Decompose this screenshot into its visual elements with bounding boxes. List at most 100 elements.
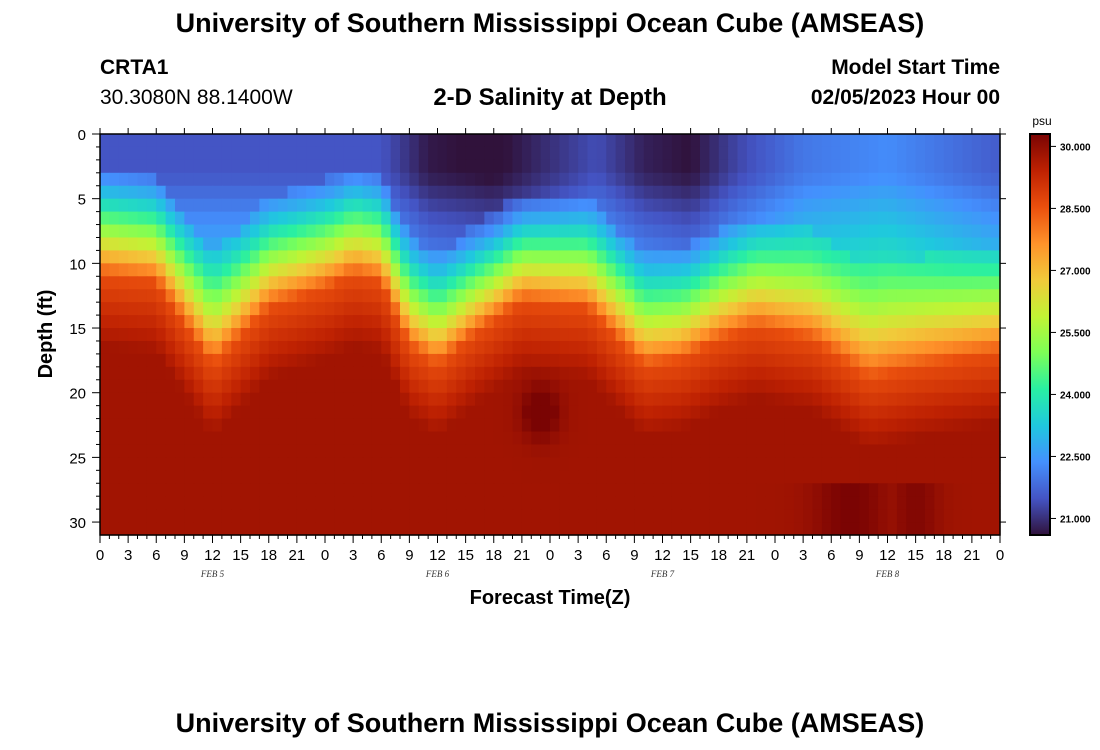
heatmap-cell (531, 198, 542, 213)
heatmap-cell (953, 315, 964, 329)
heatmap-cell (493, 431, 504, 446)
heatmap-cell (390, 315, 401, 329)
heatmap-cell (259, 146, 270, 161)
heatmap-cell (906, 328, 917, 342)
heatmap-cell (193, 211, 204, 226)
heatmap-cell (381, 237, 392, 252)
heatmap-cell (221, 431, 232, 446)
heatmap-cell (550, 522, 560, 536)
heatmap-cell (465, 509, 476, 523)
heatmap-cell (606, 250, 617, 264)
heatmap-cell (953, 224, 964, 239)
heatmap-cell (850, 289, 860, 303)
heatmap-cell (128, 146, 139, 161)
heatmap-cell (512, 418, 523, 433)
heatmap-cell (850, 509, 860, 523)
heatmap-cell (643, 340, 654, 355)
heatmap-cell (831, 198, 842, 213)
heatmap-cell (915, 302, 926, 316)
heatmap-cell (203, 522, 214, 536)
heatmap-cell (578, 159, 589, 174)
colorbar-tick-label: 22.500 (1060, 452, 1091, 463)
heatmap-cell (146, 237, 157, 252)
heatmap-cell (850, 483, 860, 497)
heatmap-cell (334, 134, 345, 148)
heatmap-cell (578, 276, 589, 290)
heatmap-cell (934, 250, 945, 264)
heatmap-cell (718, 250, 729, 264)
heatmap-cell (840, 159, 851, 174)
heatmap-cell (962, 315, 973, 329)
heatmap-cell (868, 224, 879, 239)
heatmap-cell (446, 198, 457, 213)
heatmap-cell (568, 198, 579, 213)
heatmap-cell (821, 418, 832, 433)
heatmap-cell (193, 379, 204, 394)
heatmap-cell (868, 211, 879, 226)
heatmap-cell (709, 418, 720, 433)
heatmap-cell (296, 198, 307, 213)
heatmap-cell (971, 483, 982, 497)
heatmap-cell (531, 211, 542, 226)
heatmap-cell (156, 263, 167, 277)
heatmap-cell (381, 418, 392, 433)
heatmap-cell (390, 392, 401, 407)
heatmap-cell (821, 263, 832, 277)
heatmap-cell (278, 146, 289, 161)
heatmap-cell (156, 172, 167, 187)
heatmap-cell (128, 198, 139, 213)
y-tick-label: 25 (69, 450, 86, 467)
heatmap-cell (915, 224, 926, 239)
heatmap-cell (484, 172, 495, 187)
heatmap-cell (146, 172, 157, 187)
heatmap-cell (503, 315, 514, 329)
heatmap-cell (343, 457, 354, 471)
heatmap-cell (906, 172, 917, 187)
heatmap-cell (971, 237, 982, 252)
heatmap-cell (268, 353, 279, 368)
heatmap-cell (118, 263, 129, 277)
heatmap-cell (521, 366, 532, 381)
heatmap-cell (259, 470, 270, 484)
heatmap-cell (334, 250, 345, 264)
heatmap-cell (531, 172, 542, 187)
heatmap-cell (878, 224, 889, 239)
heatmap-cell (371, 276, 382, 290)
heatmap-cell (662, 457, 673, 471)
heatmap-cell (653, 159, 664, 174)
heatmap-cell (531, 470, 542, 484)
heatmap-cell (381, 522, 392, 536)
heatmap-cell (212, 522, 223, 536)
heatmap-cell (709, 146, 720, 161)
heatmap-cell (812, 405, 823, 420)
heatmap-cell (915, 496, 926, 510)
heatmap-cell (428, 237, 439, 252)
heatmap-cell (831, 392, 842, 407)
heatmap-cell (868, 392, 879, 407)
heatmap-cell (240, 276, 251, 290)
heatmap-cell (681, 185, 692, 200)
heatmap-cell (615, 185, 626, 200)
heatmap-cell (409, 250, 420, 264)
heatmap-cell (100, 159, 110, 174)
heatmap-cell (512, 470, 523, 484)
heatmap-cell (587, 431, 598, 446)
heatmap-cell (146, 444, 157, 458)
heatmap-cell (700, 328, 710, 342)
heatmap-cell (400, 263, 410, 277)
x-tick-label: 6 (827, 547, 835, 564)
heatmap-cell (981, 250, 992, 264)
heatmap-cell (653, 237, 664, 252)
heatmap-cell (559, 379, 570, 394)
heatmap-cell (953, 302, 964, 316)
heatmap-cell (878, 159, 889, 174)
heatmap-cell (625, 328, 635, 342)
heatmap-cell (287, 457, 298, 471)
heatmap-cell (109, 198, 120, 213)
heatmap-cell (362, 134, 373, 148)
heatmap-cell (765, 185, 776, 200)
heatmap-cell (746, 159, 757, 174)
heatmap-cell (596, 224, 607, 239)
heatmap-cell (728, 457, 739, 471)
heatmap-cell (896, 315, 907, 329)
